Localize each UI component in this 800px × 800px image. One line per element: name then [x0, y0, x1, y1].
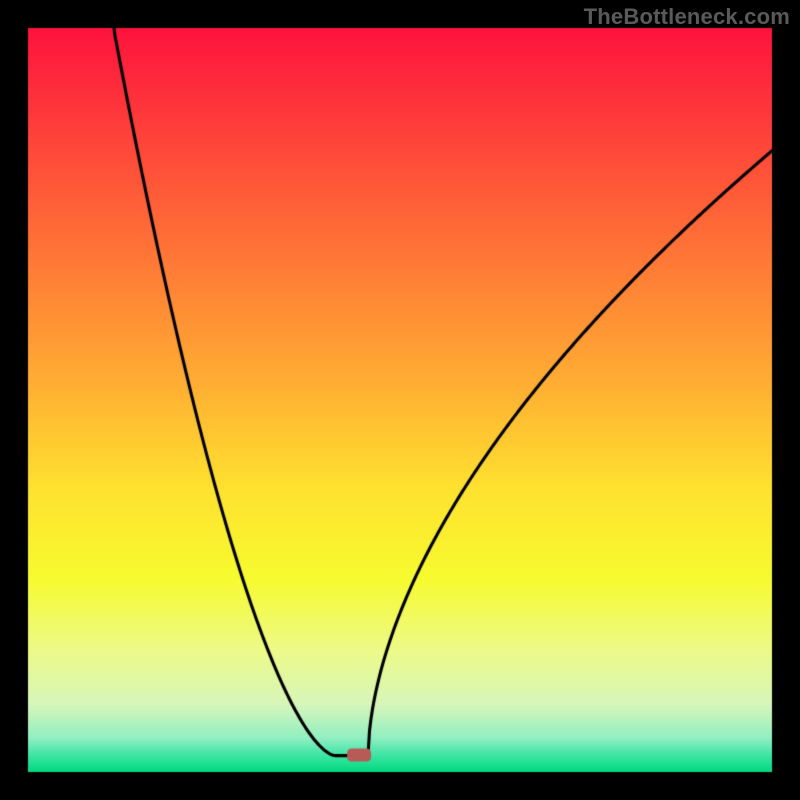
watermark-text: TheBottleneck.com	[584, 4, 790, 30]
chart-container: TheBottleneck.com	[0, 0, 800, 800]
chart-canvas	[0, 0, 800, 800]
